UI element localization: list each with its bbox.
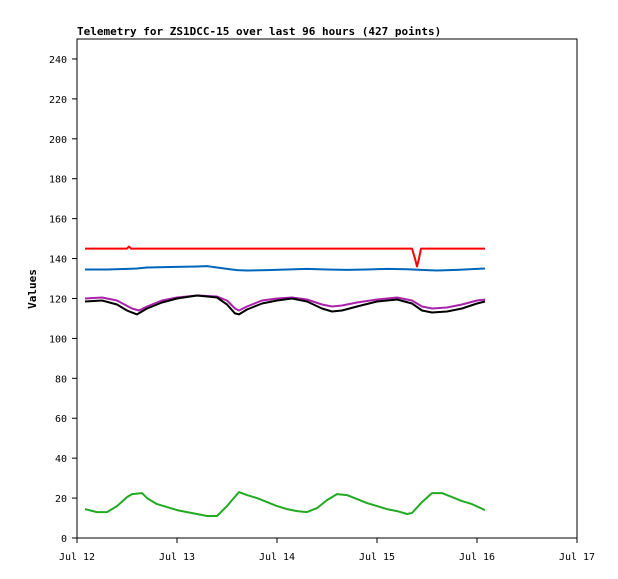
y-tick-label: 180: [49, 175, 67, 186]
y-tick-label: 140: [49, 255, 67, 266]
y-tick-label: 160: [49, 215, 67, 226]
x-tick-label: Jul 14: [259, 552, 295, 563]
series-line-4: [84, 294, 486, 316]
y-axis-label: Values: [26, 269, 39, 309]
series-layer: [84, 245, 486, 517]
series-line-2: [85, 265, 486, 272]
y-tick-label: 200: [49, 135, 67, 146]
y-tick-label: 0: [61, 534, 67, 545]
series-line-1: [85, 245, 485, 268]
y-axis: 0 20 40 60 80 100 120 140 160 180 200 220 240: [49, 55, 77, 545]
y-tick-label: 100: [49, 334, 67, 345]
plot-frame: [76, 38, 578, 539]
x-axis: Jul 12 Jul 13 Jul 14 Jul 15 Jul 16 Jul 17: [59, 538, 595, 563]
chart-title: Telemetry for ZS1DCC-15 over last 96 hou…: [77, 25, 441, 38]
y-tick-label: 40: [55, 454, 67, 465]
y-tick-label: 120: [49, 294, 67, 305]
y-tick-label: 80: [55, 374, 67, 385]
x-tick-label: Jul 16: [459, 552, 495, 563]
y-tick-label: 20: [55, 494, 67, 505]
y-tick-label: 240: [49, 55, 67, 66]
x-tick-label: Jul 13: [159, 552, 195, 563]
y-tick-label: 220: [49, 95, 67, 106]
x-tick-label: Jul 17: [559, 552, 595, 563]
x-tick-label: Jul 15: [359, 552, 395, 563]
series-line-3: [84, 294, 486, 312]
y-tick-label: 60: [55, 414, 67, 425]
x-tick-label: Jul 12: [59, 552, 95, 563]
series-line-5: [84, 491, 486, 517]
